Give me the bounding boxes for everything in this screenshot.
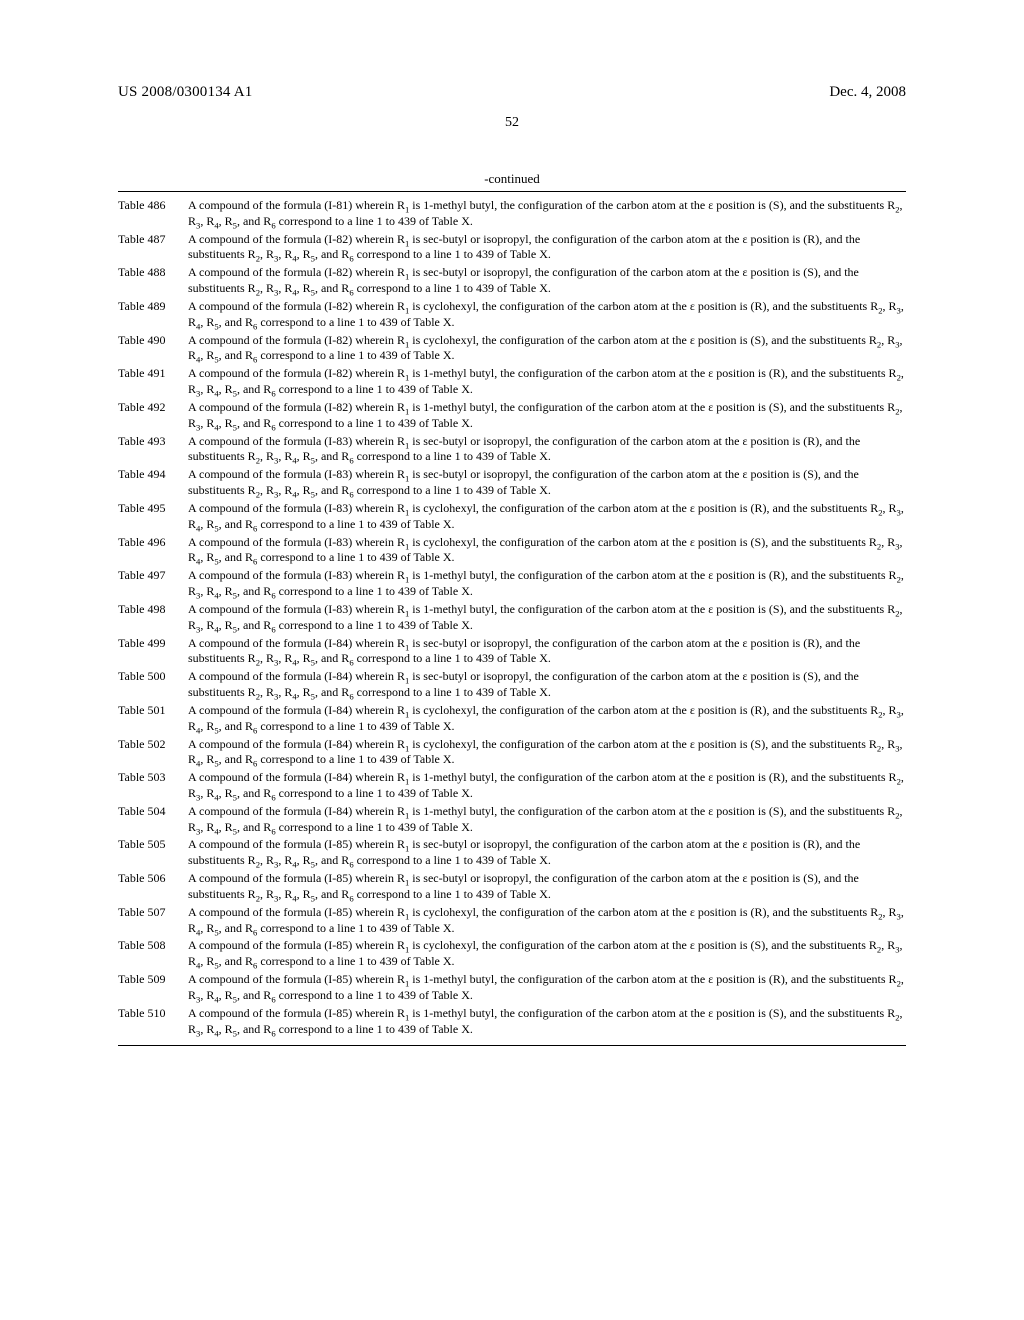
table-description: A compound of the formula (I-83) wherein… — [188, 501, 906, 533]
table-row: Table 497A compound of the formula (I-83… — [118, 568, 906, 600]
table-row: Table 509A compound of the formula (I-85… — [118, 972, 906, 1004]
table-label: Table 505 — [118, 837, 188, 869]
table-label: Table 487 — [118, 232, 188, 264]
table-label: Table 498 — [118, 602, 188, 634]
table-description: A compound of the formula (I-82) wherein… — [188, 265, 906, 297]
table-label: Table 496 — [118, 535, 188, 567]
continued-label: -continued — [118, 171, 906, 187]
table-label: Table 494 — [118, 467, 188, 499]
table-row: Table 502A compound of the formula (I-84… — [118, 737, 906, 769]
table-label: Table 510 — [118, 1006, 188, 1038]
table-row: Table 489A compound of the formula (I-82… — [118, 299, 906, 331]
table-description: A compound of the formula (I-84) wherein… — [188, 703, 906, 735]
table-row: Table 496A compound of the formula (I-83… — [118, 535, 906, 567]
table-description: A compound of the formula (I-85) wherein… — [188, 1006, 906, 1038]
table-description: A compound of the formula (I-85) wherein… — [188, 871, 906, 903]
top-rule — [118, 191, 906, 192]
bottom-rule — [118, 1045, 906, 1046]
table-description: A compound of the formula (I-85) wherein… — [188, 972, 906, 1004]
table-label: Table 486 — [118, 198, 188, 230]
table-description: A compound of the formula (I-85) wherein… — [188, 905, 906, 937]
table-description: A compound of the formula (I-85) wherein… — [188, 938, 906, 970]
table-row: Table 503A compound of the formula (I-84… — [118, 770, 906, 802]
table-label: Table 503 — [118, 770, 188, 802]
table-description: A compound of the formula (I-82) wherein… — [188, 400, 906, 432]
table-row: Table 507A compound of the formula (I-85… — [118, 905, 906, 937]
patent-page: US 2008/0300134 A1 Dec. 4, 2008 52 -cont… — [0, 0, 1024, 1092]
table-description: A compound of the formula (I-82) wherein… — [188, 299, 906, 331]
table-description: A compound of the formula (I-81) wherein… — [188, 198, 906, 230]
table-description: A compound of the formula (I-82) wherein… — [188, 333, 906, 365]
table-row: Table 505A compound of the formula (I-85… — [118, 837, 906, 869]
table-label: Table 504 — [118, 804, 188, 836]
table-label: Table 491 — [118, 366, 188, 398]
table-description: A compound of the formula (I-83) wherein… — [188, 568, 906, 600]
table-row: Table 508A compound of the formula (I-85… — [118, 938, 906, 970]
table-description: A compound of the formula (I-83) wherein… — [188, 535, 906, 567]
table-row: Table 490A compound of the formula (I-82… — [118, 333, 906, 365]
table-entries: Table 486A compound of the formula (I-81… — [118, 198, 906, 1037]
publication-number: US 2008/0300134 A1 — [118, 84, 252, 101]
table-label: Table 501 — [118, 703, 188, 735]
table-label: Table 497 — [118, 568, 188, 600]
table-row: Table 501A compound of the formula (I-84… — [118, 703, 906, 735]
page-header: US 2008/0300134 A1 Dec. 4, 2008 — [118, 84, 906, 101]
table-description: A compound of the formula (I-85) wherein… — [188, 837, 906, 869]
table-label: Table 499 — [118, 636, 188, 668]
table-label: Table 509 — [118, 972, 188, 1004]
table-label: Table 506 — [118, 871, 188, 903]
table-row: Table 493A compound of the formula (I-83… — [118, 434, 906, 466]
table-row: Table 487A compound of the formula (I-82… — [118, 232, 906, 264]
table-row: Table 499A compound of the formula (I-84… — [118, 636, 906, 668]
table-description: A compound of the formula (I-82) wherein… — [188, 232, 906, 264]
table-description: A compound of the formula (I-84) wherein… — [188, 737, 906, 769]
table-description: A compound of the formula (I-84) wherein… — [188, 804, 906, 836]
table-row: Table 500A compound of the formula (I-84… — [118, 669, 906, 701]
table-label: Table 488 — [118, 265, 188, 297]
table-description: A compound of the formula (I-82) wherein… — [188, 366, 906, 398]
table-row: Table 486A compound of the formula (I-81… — [118, 198, 906, 230]
table-description: A compound of the formula (I-84) wherein… — [188, 669, 906, 701]
table-label: Table 502 — [118, 737, 188, 769]
publication-date: Dec. 4, 2008 — [829, 84, 906, 101]
table-label: Table 507 — [118, 905, 188, 937]
table-row: Table 494A compound of the formula (I-83… — [118, 467, 906, 499]
table-label: Table 495 — [118, 501, 188, 533]
table-row: Table 510A compound of the formula (I-85… — [118, 1006, 906, 1038]
page-number: 52 — [118, 115, 906, 131]
table-row: Table 495A compound of the formula (I-83… — [118, 501, 906, 533]
table-label: Table 489 — [118, 299, 188, 331]
table-row: Table 504A compound of the formula (I-84… — [118, 804, 906, 836]
table-label: Table 493 — [118, 434, 188, 466]
table-description: A compound of the formula (I-84) wherein… — [188, 636, 906, 668]
table-description: A compound of the formula (I-84) wherein… — [188, 770, 906, 802]
table-label: Table 500 — [118, 669, 188, 701]
table-row: Table 488A compound of the formula (I-82… — [118, 265, 906, 297]
table-description: A compound of the formula (I-83) wherein… — [188, 602, 906, 634]
table-row: Table 506A compound of the formula (I-85… — [118, 871, 906, 903]
table-description: A compound of the formula (I-83) wherein… — [188, 467, 906, 499]
table-row: Table 498A compound of the formula (I-83… — [118, 602, 906, 634]
table-row: Table 492A compound of the formula (I-82… — [118, 400, 906, 432]
table-label: Table 508 — [118, 938, 188, 970]
table-description: A compound of the formula (I-83) wherein… — [188, 434, 906, 466]
table-label: Table 492 — [118, 400, 188, 432]
table-row: Table 491A compound of the formula (I-82… — [118, 366, 906, 398]
table-label: Table 490 — [118, 333, 188, 365]
